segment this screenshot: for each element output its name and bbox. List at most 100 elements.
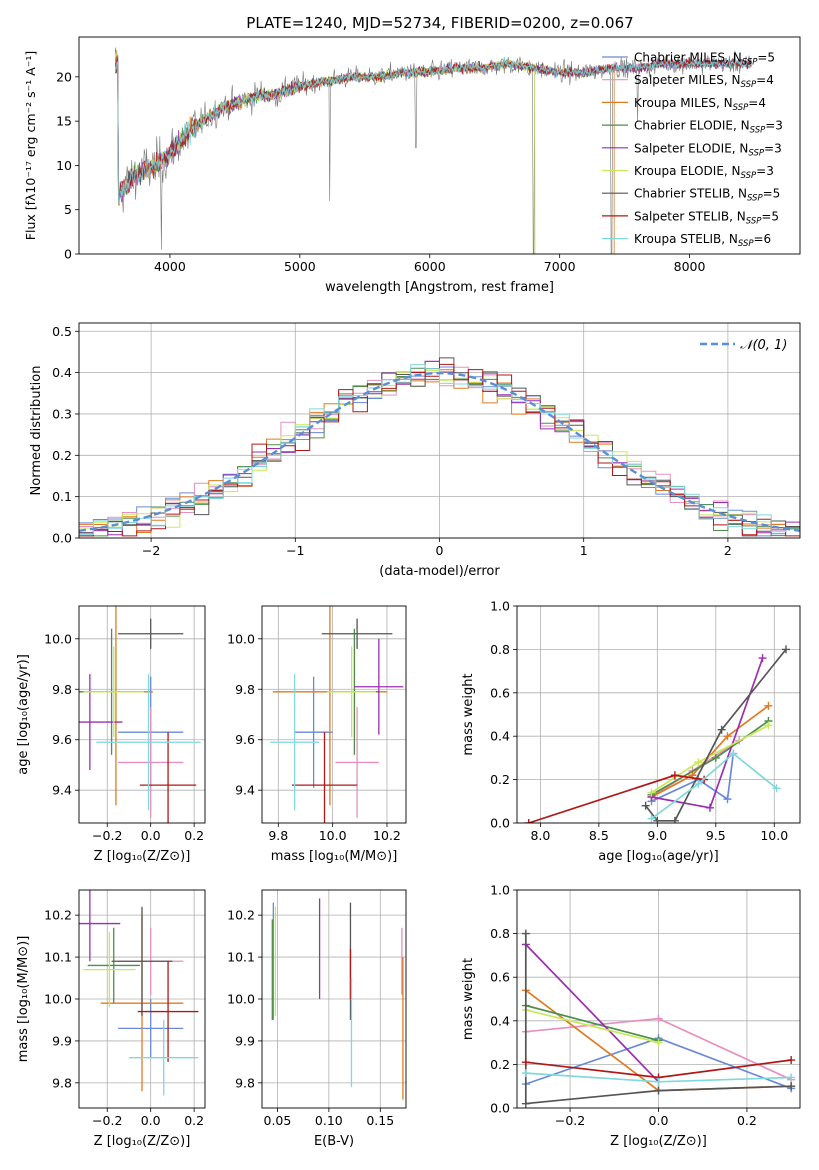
legend-subscript: SSP [741, 171, 757, 181]
weight-marker [758, 654, 767, 663]
y-tick-label: 0.1 [52, 489, 72, 504]
weight-marker [723, 795, 732, 804]
y-tick-label: 9.4 [235, 783, 255, 798]
y-tick-label: 0.4 [490, 1013, 510, 1028]
spectrum-model-line-8 [115, 57, 752, 205]
legend-value: =3 [756, 164, 774, 178]
weight-line-0 [651, 753, 735, 803]
legend-label: Chabrier ELODIE, NSSP=3 [634, 119, 783, 136]
x-tick-label: −2 [142, 543, 160, 558]
y-tick-label: 0.8 [490, 926, 510, 941]
chart-mass_vs_ebv: 0.05 0.10 0.15 9.8 9.9 10.0 10.1 10.2 E(B-V) [227, 889, 407, 1149]
x-tick-label: 10.0 [319, 828, 347, 843]
legend-label: Kroupa MILES, NSSP=4 [634, 96, 766, 113]
y-axis-label: Normed distribution [29, 366, 44, 496]
weight-marker [670, 771, 679, 780]
legend-subscript: SSP [748, 148, 764, 158]
x-tick-label: 10.0 [760, 828, 788, 843]
y-tick-label: 10.0 [44, 631, 72, 646]
weight-marker [670, 816, 679, 823]
x-tick-label: 0.0 [141, 828, 161, 843]
y-tick-label: 0.6 [490, 685, 510, 700]
y-tick-label: 9.6 [235, 732, 255, 747]
weight-line-3 [525, 1004, 659, 1042]
axes-frame [78, 605, 206, 824]
y-tick-label: 0.5 [52, 324, 72, 339]
y-axis-label: mass [log₁₀(M/M⊙)] [16, 936, 31, 1063]
x-tick-label: 5000 [284, 259, 316, 274]
legend-label: Chabrier MILES, NSSP=5 [634, 51, 775, 68]
y-axis-label: age [log₁₀(age/yr)] [16, 654, 31, 775]
x-axis-label: Z [log₁₀(Z/Z⊙)] [94, 849, 191, 864]
legend-label: Kroupa ELODIE, NSSP=3 [634, 164, 774, 181]
x-tick-label: 4000 [154, 259, 186, 274]
y-tick-label: 10.0 [44, 992, 72, 1007]
legend-value: =4 [756, 73, 774, 87]
y-axis-label: mass weight [461, 673, 476, 755]
weight-marker [641, 801, 650, 810]
weight-marker [524, 819, 533, 823]
y-tick-label: 0.2 [490, 1057, 510, 1072]
weight-line-6 [524, 933, 792, 1105]
axes-frame [261, 605, 407, 824]
legend-subscript: SSP [738, 239, 754, 249]
x-axis-label: age [log₁₀(age/yr)] [598, 849, 719, 864]
x-axis-label: Z [log₁₀(Z/Z⊙)] [94, 1134, 191, 1149]
weight-marker [772, 784, 781, 793]
plot-area [79, 323, 800, 538]
x-axis-label: mass [log₁₀(M/M⊙)] [271, 849, 398, 864]
weight-line-4 [525, 943, 660, 1083]
x-tick-label: 2 [724, 543, 732, 558]
x-tick-label: 0 [436, 543, 444, 558]
x-tick-label: 0.2 [184, 1113, 204, 1128]
legend-label: Salpeter STELIB, NSSP=5 [634, 209, 779, 226]
x-tick-label: 0.2 [737, 1113, 757, 1128]
weight-marker [717, 725, 726, 734]
weight-marker [654, 1038, 663, 1047]
y-tick-label: 9.8 [235, 682, 255, 697]
x-tick-label: 0.2 [184, 828, 204, 843]
y-tick-label: 0.0 [490, 1101, 510, 1116]
y-tick-label: 5 [64, 202, 72, 217]
y-tick-label: 9.4 [52, 783, 72, 798]
weight-marker [711, 753, 720, 762]
plot-area [517, 890, 800, 1108]
y-tick-label: 10.1 [44, 950, 72, 965]
grid [79, 606, 205, 823]
weight-marker [764, 701, 773, 710]
legend-label: Kroupa STELIB, NSSP=6 [634, 232, 771, 249]
weight-marker [654, 1086, 663, 1095]
y-tick-label: 1.0 [490, 599, 510, 614]
chart-weight_vs_Z: −0.2 0.0 0.2 0.0 0.2 0.4 0.6 0.8 1.0 Z [log₁₀(Z/Z… [461, 883, 801, 1149]
plot-area [262, 606, 406, 823]
x-tick-label: −0.2 [555, 1113, 585, 1128]
weight-marker [705, 803, 714, 812]
weight-marker [787, 1082, 796, 1091]
legend-subscript: SSP [747, 194, 763, 204]
gaussian-curve [79, 371, 800, 532]
y-tick-label: 9.8 [52, 1075, 72, 1090]
y-tick-label: 0.2 [52, 448, 72, 463]
weight-marker [521, 1099, 530, 1108]
x-tick-label: 0.05 [264, 1113, 292, 1128]
weight-marker [764, 721, 773, 730]
weight-marker [729, 749, 738, 758]
y-tick-label: 0.2 [490, 772, 510, 787]
y-tick-label: 10 [56, 158, 72, 173]
y-tick-label: 0.0 [52, 531, 72, 546]
x-tick-label: 0.0 [649, 1113, 669, 1128]
x-axis-label: Z [log₁₀(Z/Z⊙)] [610, 1134, 707, 1149]
y-axis-label: Flux [fλ10⁻¹⁷ erg cm⁻² s⁻¹ A⁻¹] [23, 51, 38, 240]
y-tick-label: 10.2 [227, 908, 255, 923]
weight-marker [694, 779, 703, 788]
legend-label: Salpeter MILES, NSSP=4 [634, 73, 774, 90]
weight-marker [647, 814, 656, 823]
y-tick-label: 9.8 [235, 1075, 255, 1090]
chart-age_vs_Z: −0.2 0.0 0.2 9.4 9.6 9.8 10.0 Z [log₁₀(Z/Z⊙)] ag… [16, 605, 206, 864]
axes-frame [516, 889, 801, 1109]
legend-value: =4 [748, 96, 766, 110]
y-tick-label: 10.0 [227, 631, 255, 646]
x-tick-label: 7000 [544, 259, 576, 274]
weight-line-5 [525, 1009, 659, 1044]
